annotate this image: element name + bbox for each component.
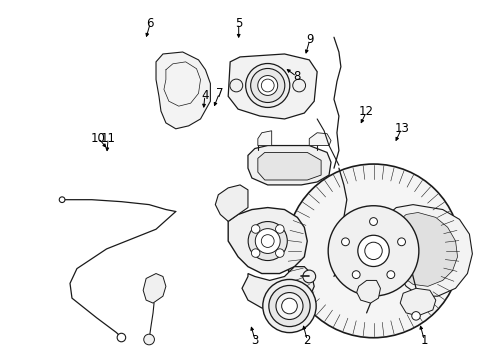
Ellipse shape — [117, 333, 125, 342]
Ellipse shape — [257, 76, 277, 95]
Ellipse shape — [143, 334, 154, 345]
Ellipse shape — [327, 206, 418, 296]
Ellipse shape — [302, 270, 315, 283]
Text: 11: 11 — [101, 132, 116, 145]
Polygon shape — [257, 152, 321, 180]
Text: 5: 5 — [235, 17, 242, 30]
Polygon shape — [143, 274, 165, 303]
Ellipse shape — [397, 238, 405, 246]
Polygon shape — [242, 267, 314, 310]
Ellipse shape — [268, 285, 309, 327]
Ellipse shape — [341, 238, 349, 246]
Text: 13: 13 — [393, 122, 408, 135]
Text: 6: 6 — [146, 17, 154, 30]
Ellipse shape — [286, 164, 460, 338]
Text: 10: 10 — [91, 132, 106, 145]
Ellipse shape — [364, 242, 382, 260]
Ellipse shape — [292, 79, 305, 92]
Polygon shape — [356, 280, 380, 303]
Ellipse shape — [275, 225, 284, 233]
Ellipse shape — [261, 79, 274, 92]
Ellipse shape — [59, 197, 65, 203]
Ellipse shape — [369, 218, 377, 225]
Polygon shape — [247, 145, 330, 185]
Polygon shape — [399, 288, 435, 316]
Text: 12: 12 — [358, 105, 373, 118]
Ellipse shape — [245, 63, 289, 107]
Ellipse shape — [229, 79, 242, 92]
Text: 4: 4 — [201, 89, 208, 102]
Text: 8: 8 — [292, 70, 300, 83]
Ellipse shape — [247, 221, 287, 261]
Ellipse shape — [255, 229, 280, 253]
Polygon shape — [228, 54, 317, 119]
Ellipse shape — [251, 249, 260, 257]
Ellipse shape — [275, 249, 284, 257]
Polygon shape — [257, 131, 271, 145]
Text: 7: 7 — [215, 87, 223, 100]
Ellipse shape — [357, 235, 388, 266]
Ellipse shape — [262, 279, 316, 333]
Polygon shape — [387, 204, 471, 296]
Ellipse shape — [386, 271, 394, 279]
Polygon shape — [215, 185, 247, 221]
Polygon shape — [393, 212, 457, 286]
Ellipse shape — [261, 235, 274, 247]
Text: 9: 9 — [305, 33, 313, 46]
Ellipse shape — [250, 68, 284, 103]
Polygon shape — [156, 52, 210, 129]
Polygon shape — [308, 133, 330, 145]
Text: 2: 2 — [303, 334, 310, 347]
Text: 1: 1 — [420, 334, 427, 347]
Ellipse shape — [411, 312, 420, 320]
Ellipse shape — [351, 271, 359, 279]
Text: 3: 3 — [251, 334, 258, 347]
Ellipse shape — [275, 293, 303, 319]
Ellipse shape — [251, 225, 260, 233]
Polygon shape — [228, 208, 306, 274]
Ellipse shape — [281, 298, 297, 314]
